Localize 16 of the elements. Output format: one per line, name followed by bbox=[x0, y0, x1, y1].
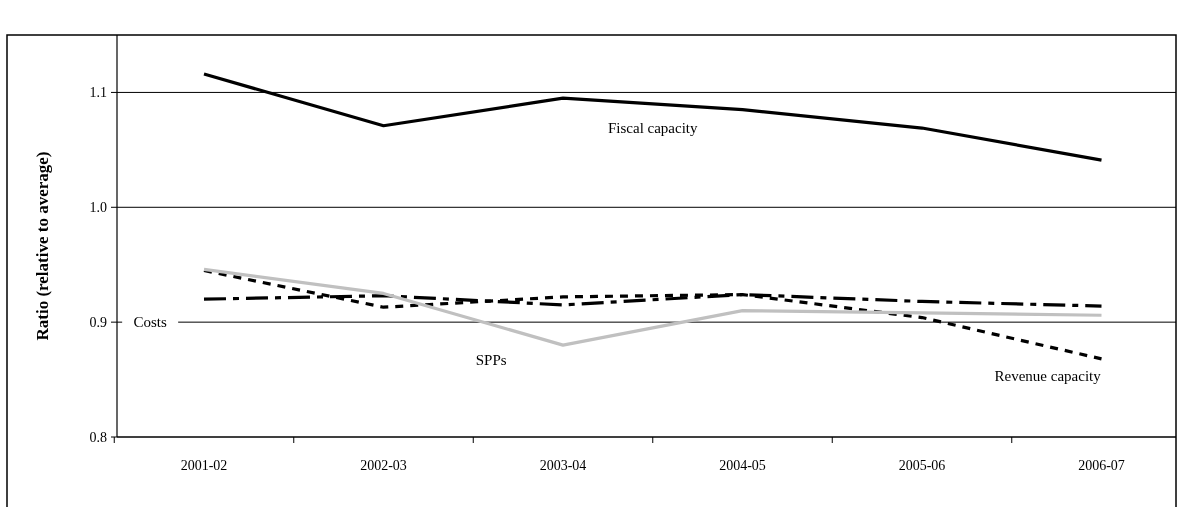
x-tick-label: 2001-02 bbox=[180, 458, 228, 473]
x-tick-label: 2005-06 bbox=[898, 458, 946, 473]
line-series bbox=[202, 267, 1104, 347]
y-tick-label: 1.1 bbox=[89, 85, 107, 101]
y-tick-label: 1.0 bbox=[89, 200, 107, 216]
x-tick-label: 2002-03 bbox=[360, 458, 407, 473]
y-tick-label: 0.8 bbox=[89, 429, 107, 445]
text: Costs bbox=[133, 314, 167, 331]
series-label: Fiscal capacity bbox=[607, 119, 699, 136]
series-label: Revenue capacity bbox=[994, 368, 1102, 385]
y-tick-label: 0.9 bbox=[89, 315, 107, 331]
x-tick-label: 2006-07 bbox=[1078, 458, 1125, 473]
x-tick-label: 2003-04 bbox=[539, 458, 587, 473]
y-axis-title: Ratio (relative to average) bbox=[33, 151, 52, 341]
x-tick-label: 2004-05 bbox=[719, 458, 766, 473]
series-label: SPPs bbox=[475, 352, 507, 369]
